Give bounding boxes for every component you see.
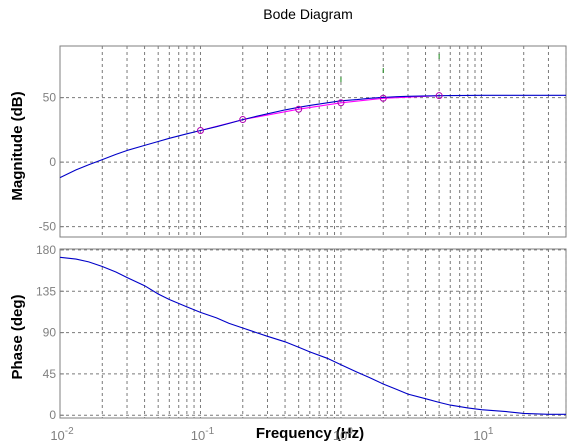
phase-y-tick-label: 180 <box>36 243 56 257</box>
phase-plot: 180 135 90 45 0 <box>36 243 567 422</box>
magnitude-plot-frame <box>59 45 567 238</box>
magnitude-axis-label: Magnitude (dB) <box>9 91 26 200</box>
frequency-tick-label: 101 <box>473 426 493 443</box>
phase-marks <box>59 256 566 415</box>
magnitude-fit-line <box>200 95 440 132</box>
frequency-tick-label: 10-1 <box>191 426 215 443</box>
frequency-tick-labels: 10-2 10-1 100 101 <box>50 426 494 443</box>
magnitude-data-point <box>435 92 443 100</box>
phase-y-tick-label: 90 <box>43 326 57 340</box>
frequency-tick-label: 100 <box>333 426 353 443</box>
magnitude-y-tick-label: 50 <box>43 91 57 105</box>
phase-response-line <box>59 256 566 415</box>
phase-y-ticks: 180 135 90 45 0 <box>36 243 64 422</box>
magnitude-data-point <box>196 127 204 135</box>
phase-grid <box>60 249 567 418</box>
magnitude-data-point <box>337 99 345 107</box>
phase-y-tick-label: 135 <box>36 284 56 298</box>
magnitude-y-ticks: 50 0 -50 <box>39 91 64 234</box>
magnitude-grid <box>60 46 567 237</box>
magnitude-data-point <box>379 94 387 102</box>
chart-title: Bode Diagram <box>263 6 353 22</box>
phase-y-tick-label: 0 <box>49 408 56 422</box>
magnitude-response-line <box>59 94 566 179</box>
magnitude-data-point <box>239 116 247 124</box>
magnitude-y-tick-label: 0 <box>49 155 56 169</box>
magnitude-plot: 50 0 -50 <box>39 45 567 238</box>
magnitude-y-tick-label: -50 <box>39 220 57 234</box>
magnitude-marks <box>59 53 566 179</box>
phase-y-tick-label: 45 <box>43 367 57 381</box>
frequency-axis-label: Frequency (Hz) <box>256 425 364 442</box>
magnitude-data-point <box>295 105 303 113</box>
phase-plot-frame <box>59 248 567 419</box>
frequency-tick-label: 10-2 <box>50 426 74 443</box>
phase-axis-label: Phase (deg) <box>9 294 26 379</box>
